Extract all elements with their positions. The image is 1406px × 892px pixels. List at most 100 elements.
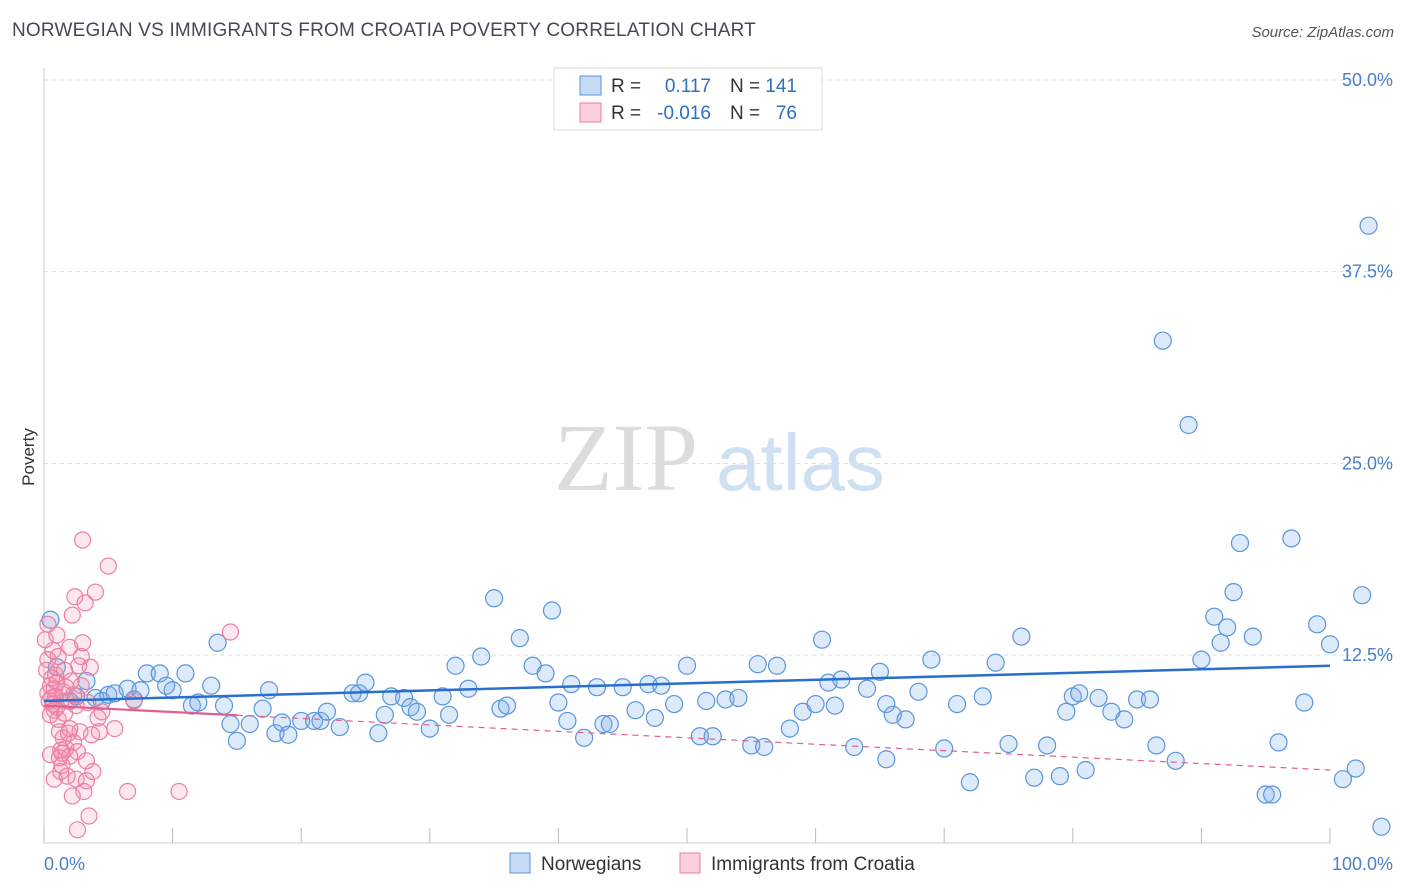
croatia-point-65: [45, 770, 63, 788]
norwegians-point-42: [401, 698, 420, 717]
x-tick-labels: 0.0% 100.0%: [44, 854, 1393, 874]
y-axis-title: Poverty: [19, 428, 38, 486]
norwegians-point-98: [999, 734, 1018, 754]
norwegians-point-96: [973, 687, 992, 706]
norwegians-point-24: [240, 714, 259, 734]
bottom-legend-label-norwegians: Norwegians: [541, 854, 641, 875]
gridlines: [44, 79, 1392, 656]
norwegians-point-111: [1147, 736, 1166, 755]
y-tick-label-2: 37.5%: [1342, 262, 1393, 282]
norwegians-point-12: [137, 664, 156, 683]
norwegians-trendline: [43, 664, 1331, 703]
norwegians-point-101: [1037, 736, 1057, 755]
norwegians-point-85: [845, 737, 864, 757]
norwegians-point-79: [780, 719, 799, 738]
norwegians-point-56: [542, 601, 562, 620]
series-norwegians: [41, 216, 1391, 836]
norwegians-point-14: [157, 676, 176, 695]
croatia-point-17: [49, 647, 67, 666]
x-tick-right: 100.0%: [1332, 854, 1393, 874]
norwegians-point-63: [613, 678, 632, 697]
croatia-point-72: [72, 677, 90, 695]
norwegians-point-20: [208, 633, 227, 652]
norwegians-point-18: [189, 693, 208, 712]
norwegians-point-116: [1205, 607, 1224, 626]
croatia-point-48: [76, 594, 94, 612]
norwegians-point-39: [375, 705, 394, 724]
trendlines: [43, 664, 1331, 771]
norwegians-point-83: [825, 696, 844, 715]
y-tick-labels: 12.5% 25.0% 37.5% 50.0%: [1342, 70, 1393, 665]
norwegians-point-29: [279, 725, 298, 744]
x-tick-left: 0.0%: [44, 854, 85, 874]
croatia-point-45: [73, 531, 92, 549]
norwegians-point-128: [1320, 635, 1340, 654]
croatia-point-32: [61, 638, 79, 656]
norwegians-point-19: [202, 676, 221, 695]
norwegians-point-49: [472, 647, 491, 666]
norwegians-point-31: [304, 711, 324, 731]
watermark-atlas: atlas: [716, 418, 885, 507]
norwegians-point-93: [935, 739, 954, 758]
bottom-legend-swatch-norwegians: [509, 852, 531, 874]
croatia-point-61: [170, 782, 188, 801]
norwegians-point-121: [1243, 627, 1262, 646]
legend-r-value-pink: -0.016: [657, 103, 711, 124]
norwegians-point-72: [703, 727, 722, 746]
norwegians-point-94: [947, 694, 967, 714]
croatia-point-58: [106, 719, 124, 738]
norwegians-point-106: [1089, 688, 1108, 708]
croatia-point-56: [93, 703, 111, 721]
norwegians-point-117: [1211, 633, 1230, 652]
norwegians-point-113: [1166, 751, 1185, 770]
norwegians-point-47: [446, 656, 465, 675]
croatia-point-66: [48, 626, 66, 644]
norwegians-point-62: [600, 714, 619, 734]
norwegians-point-25: [253, 699, 272, 718]
norwegians-point-23: [227, 731, 246, 750]
legend-r-value-blue: 0.117: [665, 76, 711, 97]
norwegians-point-69: [677, 656, 697, 675]
y-tick-label-0: 12.5%: [1342, 645, 1393, 665]
norwegians-point-109: [1127, 690, 1147, 709]
watermark: ZIP atlas: [554, 404, 885, 511]
croatia-trendline-solid: [43, 704, 237, 717]
chart-title: NORWEGIAN VS IMMIGRANTS FROM CROATIA POV…: [12, 20, 756, 41]
croatia-point-41: [68, 821, 87, 839]
legend-r-label-blue: R =: [611, 76, 641, 97]
norwegians-point-22: [221, 714, 240, 734]
legend-n-label-pink: N =: [730, 103, 760, 124]
norwegians-point-125: [1282, 529, 1301, 548]
norwegians-point-102: [1050, 767, 1070, 786]
croatia-point-57: [99, 557, 117, 575]
croatia-point-73: [77, 752, 96, 770]
norwegians-point-70: [690, 727, 709, 746]
norwegians-point-44: [420, 719, 439, 738]
croatia-point-30: [58, 767, 76, 785]
norwegians-point-71: [697, 691, 716, 711]
norwegians-point-4: [77, 671, 96, 691]
norwegians-point-141: [877, 750, 896, 769]
axes: [43, 68, 1331, 844]
norwegians-point-43: [407, 702, 427, 721]
legend-swatch-blue: [579, 75, 602, 96]
norwegians-point-88: [877, 694, 896, 714]
norwegians-point-120: [1230, 533, 1250, 553]
norwegians-point-91: [909, 682, 928, 701]
norwegians-point-129: [1333, 770, 1352, 789]
norwegians-point-123: [1263, 785, 1282, 804]
norwegians-point-86: [857, 679, 877, 698]
norwegians-point-30: [292, 711, 311, 731]
norwegians-point-133: [1372, 817, 1391, 836]
croatia-point-46: [73, 634, 92, 652]
norwegians-point-21: [214, 696, 234, 715]
norwegians-point-33: [317, 702, 337, 721]
norwegians-point-126: [1295, 693, 1314, 712]
croatia-point-52: [81, 658, 99, 676]
norwegians-point-95: [960, 773, 980, 792]
norwegians-point-131: [1353, 586, 1372, 605]
legend-n-value-blue: 141: [765, 76, 797, 97]
croatia-point-47: [75, 782, 93, 801]
norwegians-point-57: [549, 693, 568, 712]
croatia-point-69: [61, 719, 79, 738]
